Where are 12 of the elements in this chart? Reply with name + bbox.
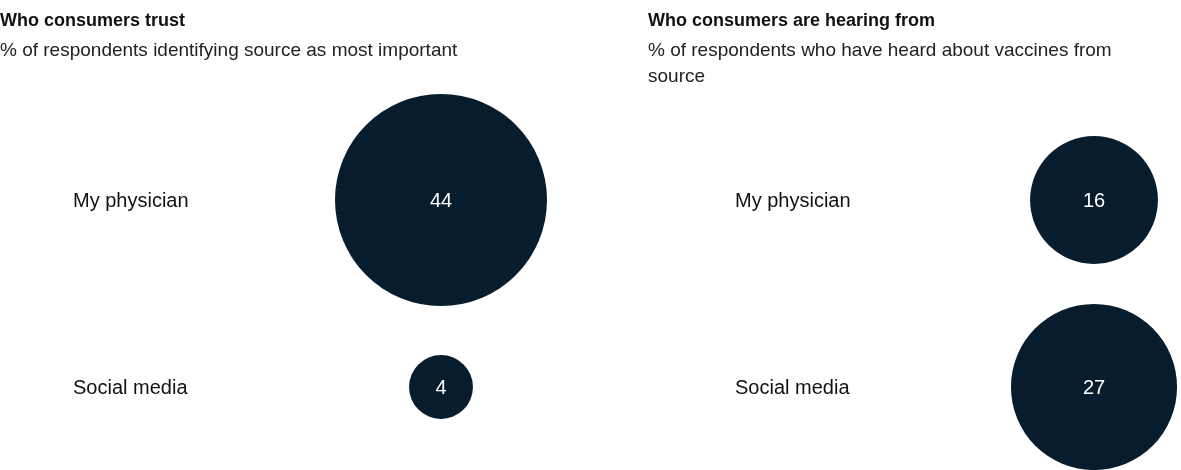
data-label: 16	[1082, 189, 1106, 211]
data-label: 44	[429, 189, 453, 211]
category-label: Social media	[735, 376, 851, 398]
text: % of respondents identifying source as most important	[0, 39, 459, 60]
data-label: 27	[1082, 376, 1106, 398]
category-label: My physician	[73, 189, 189, 211]
text: % of respondents who have heard about vaccines from source	[648, 39, 1112, 86]
text: Who consumers trust	[0, 10, 186, 30]
category-label: Social media	[73, 376, 189, 398]
data-label: 4	[435, 376, 447, 398]
category-label: My physician	[735, 189, 851, 211]
text: Who consumers are hearing from	[648, 10, 936, 30]
